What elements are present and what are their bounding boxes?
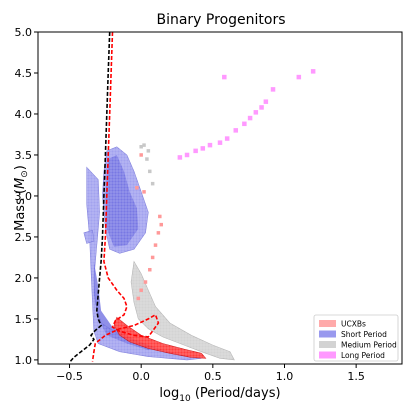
legend-swatch-medium-period: [319, 341, 336, 348]
region-grid-0: [102, 146, 149, 254]
y-tick-label: 3.0: [15, 190, 33, 203]
x-axis: −0.5 0.0 0.5 1.0 1.5: [56, 364, 365, 383]
long-period-point-16: [310, 69, 316, 74]
x-tick-label: 0.5: [204, 370, 222, 383]
long-period-point-1: [184, 152, 190, 158]
ucxb-point-2: [159, 222, 163, 227]
long-period-point-6: [224, 136, 230, 141]
long-period-point-7: [233, 128, 239, 133]
ucxb-point-1: [156, 231, 161, 235]
long-period-point-8: [242, 121, 247, 127]
y-tick-label: 2.5: [15, 231, 33, 244]
x-tick-label: 1.0: [276, 370, 294, 383]
long-period-point-9: [247, 115, 253, 121]
ucxb-point-6: [148, 267, 152, 272]
ucxb-point-3: [158, 214, 162, 219]
long-period-point-0: [177, 155, 183, 160]
medium-period-point-4: [150, 181, 155, 186]
y-axis: 1.0 1.5 2.0 2.5 3.0 3.5 4.0 4.5 5.0: [15, 26, 38, 367]
long-period-point-13: [270, 87, 276, 92]
ucxb-point-4: [153, 243, 158, 247]
x-tick-label: −0.5: [56, 370, 83, 383]
y-tick-label: 4.5: [15, 67, 33, 80]
x-axis-title: log10 (Period/days): [159, 386, 280, 404]
plot-area: [68, 32, 316, 363]
long-period-point-3: [200, 146, 206, 151]
long-period-point-4: [207, 142, 213, 148]
ucxb-point-5: [150, 255, 155, 260]
legend-swatch-short-period: [319, 330, 336, 338]
legend-label-short-period: Short Period: [341, 330, 387, 339]
long-period-point-2: [193, 148, 198, 154]
ucxb-point-7: [143, 280, 148, 284]
chart-title: Binary Progenitors: [156, 12, 285, 28]
ucxb-point-11: [139, 153, 143, 157]
ucxb-point-0: [135, 186, 139, 190]
long-period-point-11: [259, 105, 264, 110]
region-grid-4: [114, 317, 206, 359]
dashed-line-0: [91, 32, 160, 362]
y-tick-label: 4.0: [15, 108, 33, 121]
y-tick-label: 2.0: [15, 272, 33, 285]
medium-period-point-2: [145, 157, 149, 161]
region-dense-1: [93, 261, 156, 351]
y-tick-label: 5.0: [15, 26, 33, 39]
legend-label-medium-period: Medium Period: [341, 341, 397, 350]
region-grid-2: [83, 230, 94, 244]
medium-period-point-5: [139, 145, 143, 149]
ucxb-point-10: [142, 190, 146, 194]
long-period-point-5: [217, 140, 223, 145]
x-tick-label: 0.0: [132, 370, 150, 383]
x-tick-label: 1.5: [347, 370, 365, 383]
y-axis-title: Mass (M⊙): [13, 165, 30, 231]
medium-period-point-1: [146, 149, 151, 153]
medium-period-point-3: [148, 169, 152, 174]
y-tick-label: 1.0: [15, 354, 33, 367]
dashed-line-1: [68, 32, 111, 363]
y-tick-label: 3.5: [15, 149, 33, 162]
ucxb-point-9: [136, 296, 141, 301]
legend-label-long-period: Long Period: [341, 351, 385, 360]
long-period-point-12: [263, 99, 269, 104]
legend-label-ucxbs: UCXBs: [341, 320, 366, 329]
ucxb-point-8: [139, 288, 143, 292]
plot-frame: [37, 31, 403, 365]
legend-swatch-long-period: [319, 351, 336, 359]
long-period-point-10: [253, 110, 259, 115]
medium-period-point-0: [142, 143, 146, 147]
long-period-point-15: [296, 74, 302, 80]
y-tick-label: 1.5: [15, 313, 33, 326]
legend-swatch-ucxbs: [319, 320, 336, 327]
region-grid-3: [131, 261, 235, 360]
long-period-point-14: [222, 74, 227, 80]
